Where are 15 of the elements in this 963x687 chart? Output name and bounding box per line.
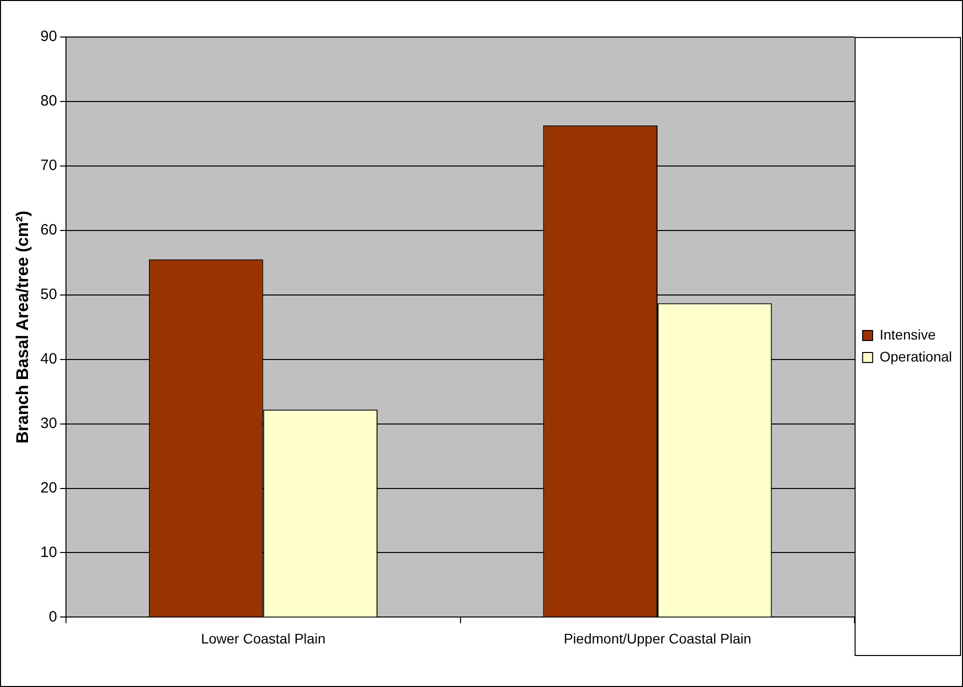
legend-label: Operational [880, 348, 952, 364]
y-tick-label: 60 [40, 222, 58, 239]
y-tick-label: 0 [48, 608, 58, 626]
y-tick-label: 90 [40, 28, 58, 46]
y-tick-label: 20 [40, 479, 58, 496]
x-tick-label: Piedmont/Upper Coastal Plain [564, 630, 752, 646]
y-tick-label: 50 [40, 286, 58, 304]
y-tick-label: 40 [40, 350, 58, 368]
y-axis-title: Branch Basal Area/tree (cm²) [12, 210, 32, 444]
y-tick-label: 30 [40, 414, 58, 432]
x-tick-label: Lower Coastal Plain [200, 630, 326, 646]
y-tick-label: 70 [40, 157, 58, 174]
y-tick-label: 10 [40, 544, 58, 561]
y-tick-label: 80 [40, 92, 58, 110]
legend-label: Intensive [880, 326, 936, 342]
